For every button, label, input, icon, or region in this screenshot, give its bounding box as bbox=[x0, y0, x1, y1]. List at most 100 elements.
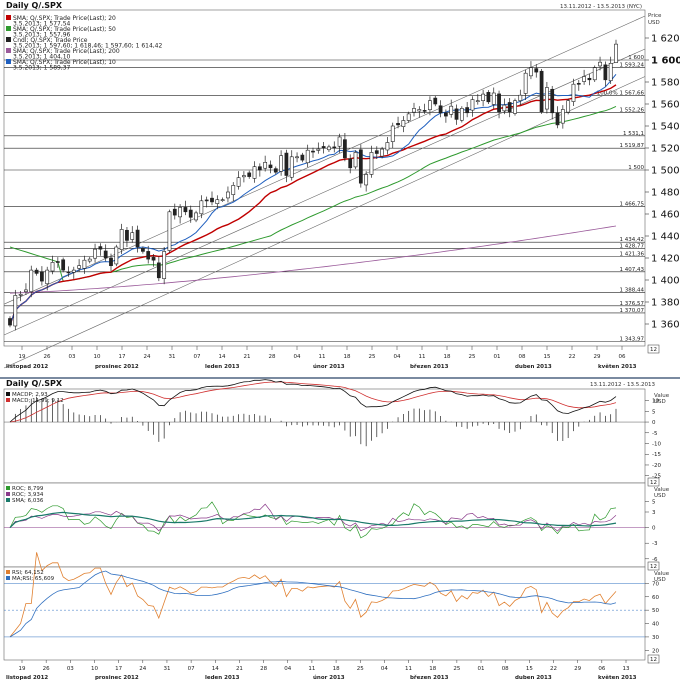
candle-body bbox=[50, 262, 55, 272]
bottom-month-label: listopad 2012 bbox=[6, 675, 48, 681]
candle-body bbox=[194, 212, 198, 221]
candle-body bbox=[560, 109, 565, 124]
candle-body bbox=[529, 67, 533, 77]
indicator-legend-name: SMA; 6,036 bbox=[12, 498, 44, 504]
candle-body bbox=[13, 295, 18, 327]
indicator-tick-label: 10 bbox=[652, 399, 659, 405]
date-tick-label: 24 bbox=[144, 354, 151, 360]
bottom-date-label: 03 bbox=[67, 666, 74, 672]
candle-body bbox=[125, 229, 129, 241]
legend: SMA; Q/.SPX; Trade Price(Last); 203.5.20… bbox=[6, 15, 162, 72]
candle-body bbox=[582, 76, 586, 82]
indicator-tick-label: -25 bbox=[652, 474, 661, 480]
date-tick-label: 25 bbox=[369, 354, 376, 360]
candle-body bbox=[172, 208, 177, 216]
candle-body bbox=[18, 293, 23, 296]
indicator-tick-label: 0 bbox=[652, 526, 656, 532]
date-tick-label: 10 bbox=[94, 354, 101, 360]
macd-panel: Daily Q/.SPX 13.11.2012 - 13.5.2013 Valu… bbox=[3, 379, 670, 487]
candle-body bbox=[481, 93, 485, 101]
candle-body bbox=[438, 105, 443, 114]
candle-body bbox=[401, 120, 406, 127]
indicator-tick-label: 3 bbox=[652, 510, 656, 516]
date-tick-label: 15 bbox=[544, 354, 551, 360]
candle-body bbox=[247, 172, 252, 177]
bottom-date-label: 24 bbox=[139, 666, 146, 672]
candle-body bbox=[465, 107, 470, 114]
indicator-legend-swatch bbox=[6, 492, 10, 496]
candle-body bbox=[45, 269, 50, 285]
bottom-date-label: 01 bbox=[478, 666, 485, 672]
candle-body bbox=[502, 104, 507, 112]
macd-line bbox=[9, 379, 617, 423]
legend-swatch bbox=[6, 15, 11, 20]
date-tick-label: 22 bbox=[569, 354, 576, 360]
indicator-tick-label: 20 bbox=[652, 648, 659, 654]
candle-body bbox=[311, 150, 315, 153]
indicator-tick-label: -20 bbox=[652, 463, 661, 469]
candle-body bbox=[226, 191, 230, 199]
candle-body bbox=[412, 108, 416, 113]
candle-body bbox=[571, 83, 576, 102]
candle-body bbox=[545, 87, 549, 110]
candle-body bbox=[364, 174, 369, 186]
bottom-date-label: 10 bbox=[91, 666, 98, 672]
price-tick-label: 1 580 bbox=[651, 78, 680, 89]
level-label: 1 500 bbox=[628, 165, 644, 171]
bottom-date-label: 15 bbox=[526, 666, 533, 672]
bottom-date-label: 21 bbox=[236, 666, 243, 672]
candle-body bbox=[242, 175, 246, 178]
bottom-month-label: květen 2013 bbox=[598, 674, 637, 681]
candle-body bbox=[486, 92, 491, 103]
month-label: listopad 2012 bbox=[6, 364, 48, 370]
price-tick-label: 1 440 bbox=[651, 232, 680, 243]
candle-body bbox=[385, 142, 390, 151]
indicator-legend-swatch bbox=[6, 576, 10, 580]
month-label: prosinec 2012 bbox=[95, 364, 139, 370]
main-price-panel: Daily Q/.SPX 13.11.2012 - 13.5.2013 (NYC… bbox=[3, 1, 662, 347]
candle-body bbox=[114, 246, 119, 265]
candle-body bbox=[523, 72, 528, 94]
level-label: 1 600 bbox=[628, 55, 644, 61]
indicator-legend-name: MACDP; 2,93 bbox=[12, 392, 48, 398]
candle-body bbox=[603, 64, 608, 81]
candle-body bbox=[614, 43, 618, 63]
indicator-tick-label: -5 bbox=[652, 431, 658, 437]
month-label: únor 2013 bbox=[313, 363, 345, 370]
price-tick-label: 1 480 bbox=[651, 188, 680, 199]
candle-body bbox=[151, 257, 156, 261]
candle-body bbox=[103, 250, 108, 259]
date-tick-label: 19 bbox=[19, 354, 26, 360]
candle-body bbox=[422, 110, 427, 112]
price-axis: 1 620 1 600 1 580 1 560 1 540 1 520 1 500 1 480… bbox=[645, 34, 680, 331]
candlesticks bbox=[8, 39, 618, 331]
candle-body bbox=[87, 258, 92, 262]
price-tick-label: 1 560 bbox=[651, 100, 680, 111]
level-label: 1 428,77 bbox=[620, 243, 645, 249]
date-tick-label: 26 bbox=[44, 354, 51, 360]
date-tick-label: 04 bbox=[294, 354, 301, 360]
main-scale-badge: 12 bbox=[647, 344, 660, 354]
bottom-date-label: 29 bbox=[574, 666, 581, 672]
level-label: 1 388,44 bbox=[620, 288, 645, 294]
legend-value: 3.5.2013; 1 597,60; 1 618,46; 1 597,60; … bbox=[13, 43, 162, 50]
rsi-value-label: Value bbox=[654, 571, 670, 577]
candle-body bbox=[119, 229, 124, 250]
bottom-date-label: 06 bbox=[598, 666, 605, 672]
candle-body bbox=[358, 149, 363, 184]
candle-body bbox=[273, 168, 278, 173]
candle-body bbox=[459, 108, 464, 121]
macd-title: Daily Q/.SPX bbox=[6, 379, 63, 388]
price-tick-label: 1 540 bbox=[651, 122, 680, 133]
date-tick-label: 31 bbox=[169, 354, 176, 360]
price-tick-label: 1 400 bbox=[651, 276, 680, 287]
level-label: 1 531,1 bbox=[623, 131, 644, 137]
date-tick-label: 14 bbox=[219, 354, 226, 360]
sma-200-line bbox=[9, 225, 617, 294]
legend-swatch bbox=[6, 59, 11, 64]
indicator-legend-swatch bbox=[6, 570, 10, 574]
candle-body bbox=[77, 265, 81, 269]
candle-body bbox=[321, 146, 326, 149]
candle-body bbox=[98, 246, 103, 250]
